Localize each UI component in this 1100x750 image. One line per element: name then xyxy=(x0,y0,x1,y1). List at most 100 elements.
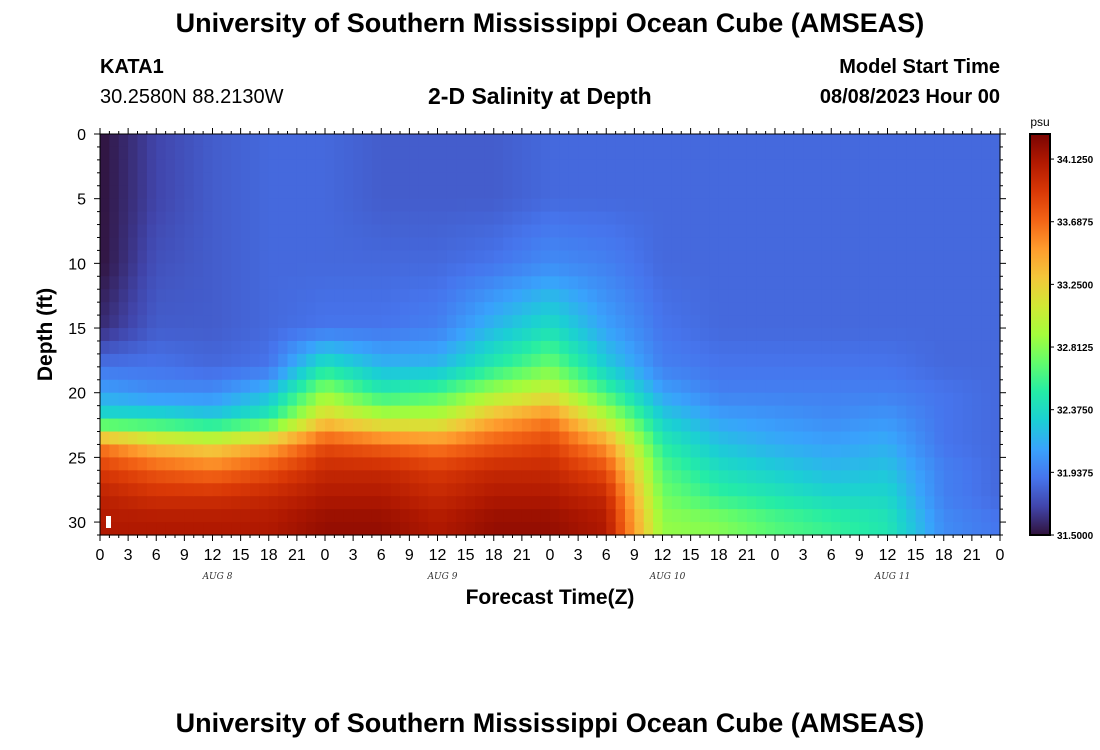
heatmap-cell xyxy=(521,328,532,342)
heatmap-cell xyxy=(221,302,232,316)
heatmap-cell xyxy=(746,302,757,316)
heatmap-cell xyxy=(278,185,289,200)
heatmap-cell xyxy=(503,457,514,471)
heatmap-cell xyxy=(446,263,457,277)
heatmap-cell xyxy=(700,211,710,226)
heatmap-cell xyxy=(493,211,504,226)
x-tick-label: 18 xyxy=(485,547,503,564)
heatmap-cell xyxy=(531,237,542,252)
heatmap-cell xyxy=(409,470,420,484)
heatmap-cell xyxy=(981,315,992,329)
heatmap-cell xyxy=(981,250,992,264)
heatmap-cell xyxy=(925,470,935,484)
heatmap-cell xyxy=(831,405,842,420)
heatmap-cell xyxy=(465,379,476,394)
heatmap-cell xyxy=(606,159,617,174)
heatmap-cell xyxy=(981,211,992,226)
heatmap-cell xyxy=(381,237,392,252)
heatmap-cell xyxy=(250,198,260,213)
heatmap-cell xyxy=(409,302,420,316)
x-tick-label: 0 xyxy=(321,547,330,564)
heatmap-cell xyxy=(643,250,654,264)
heatmap-cell xyxy=(456,431,467,446)
heatmap-cell xyxy=(625,522,635,536)
heatmap-cell xyxy=(615,470,626,484)
heatmap-cell xyxy=(353,457,364,471)
heatmap-cell xyxy=(700,315,710,329)
heatmap-cell xyxy=(512,224,523,239)
heatmap-cell xyxy=(634,328,645,342)
heatmap-cell xyxy=(765,366,776,381)
heatmap-cell xyxy=(653,444,664,458)
heatmap-cell xyxy=(100,250,110,264)
heatmap-cell xyxy=(334,198,345,213)
heatmap-cell xyxy=(878,444,889,458)
heatmap-cell xyxy=(109,392,120,407)
heatmap-cell xyxy=(250,185,260,200)
heatmap-cell xyxy=(578,483,589,497)
heatmap-cell xyxy=(587,457,598,471)
heatmap-cell xyxy=(878,289,889,303)
heatmap-cell xyxy=(325,159,335,174)
heatmap-cell xyxy=(653,431,664,446)
heatmap-cell xyxy=(718,328,729,342)
heatmap-cell xyxy=(550,366,560,381)
heatmap-cell xyxy=(559,146,570,161)
heatmap-cell xyxy=(231,250,242,264)
heatmap-cell xyxy=(456,224,467,239)
heatmap-cell xyxy=(550,172,560,187)
heatmap-cell xyxy=(925,405,935,420)
heatmap-cell xyxy=(306,431,317,446)
heatmap-cell xyxy=(287,146,298,161)
heatmap-cell xyxy=(653,146,664,161)
heatmap-cell xyxy=(878,198,889,213)
heatmap-cell xyxy=(981,522,992,536)
heatmap-cell xyxy=(943,289,954,303)
heatmap-cell xyxy=(737,172,748,187)
heatmap-cell xyxy=(287,366,298,381)
heatmap-cell xyxy=(334,405,345,420)
heatmap-cell xyxy=(587,470,598,484)
heatmap-cell xyxy=(175,522,185,536)
heatmap-cell xyxy=(296,172,307,187)
heatmap-cell xyxy=(840,379,851,394)
heatmap-cell xyxy=(671,159,682,174)
heatmap-cell xyxy=(906,392,917,407)
heatmap-cell xyxy=(925,315,935,329)
heatmap-cell xyxy=(278,134,289,148)
heatmap-cell xyxy=(475,470,485,484)
x-tick-label: 12 xyxy=(879,547,897,564)
heatmap-cell xyxy=(990,211,1001,226)
heatmap-cell xyxy=(371,185,382,200)
heatmap-cell xyxy=(484,496,495,510)
heatmap-cell xyxy=(203,392,214,407)
heatmap-cell xyxy=(718,353,729,368)
heatmap-cell xyxy=(756,496,767,510)
heatmap-cell xyxy=(784,366,795,381)
x-tick-label: 18 xyxy=(260,547,278,564)
heatmap-cell xyxy=(962,263,973,277)
heatmap-cell xyxy=(793,134,804,148)
heatmap-cell xyxy=(793,392,804,407)
heatmap-cell xyxy=(568,470,579,484)
heatmap-cell xyxy=(240,353,251,368)
heatmap-cell xyxy=(700,276,710,290)
heatmap-cell xyxy=(437,496,448,510)
heatmap-cell xyxy=(343,276,354,290)
heatmap-cell xyxy=(625,353,635,368)
heatmap-cell xyxy=(465,457,476,471)
heatmap-cell xyxy=(953,289,964,303)
heatmap-cell xyxy=(465,134,476,148)
heatmap-cell xyxy=(362,134,373,148)
heatmap-cell xyxy=(578,211,589,226)
heatmap-cell xyxy=(578,159,589,174)
heatmap-cell xyxy=(221,159,232,174)
heatmap-cell xyxy=(784,392,795,407)
heatmap-cell xyxy=(934,237,945,252)
heatmap-cell xyxy=(493,418,504,433)
heatmap-cell xyxy=(634,263,645,277)
heatmap-cell xyxy=(559,392,570,407)
heatmap-cell xyxy=(915,418,926,433)
heatmap-cell xyxy=(700,263,710,277)
heatmap-cell xyxy=(831,470,842,484)
